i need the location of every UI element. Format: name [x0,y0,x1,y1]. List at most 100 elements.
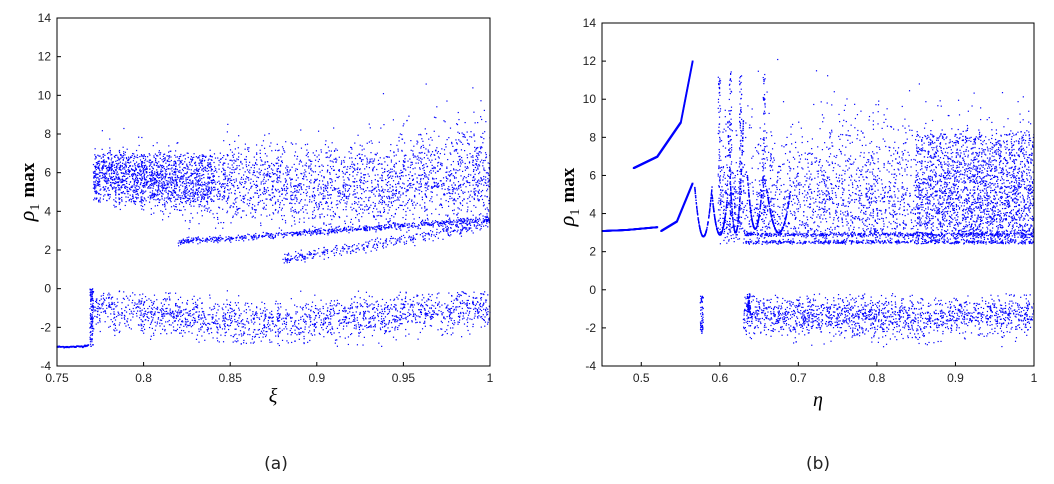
data-point [397,148,399,150]
data-point [229,159,231,161]
data-point [342,172,344,174]
data-point [163,204,165,206]
data-point [422,165,424,167]
data-point [252,203,254,206]
data-point [323,258,325,260]
data-point [99,185,101,187]
data-point [424,207,426,209]
data-point [111,164,113,167]
data-point [333,248,335,250]
data-point [399,228,401,230]
data-point [188,241,191,243]
data-point [241,235,243,237]
data-point [209,236,211,238]
data-point [296,174,298,176]
data-point [351,203,353,205]
data-point [295,179,297,181]
data-point [153,155,155,157]
data-point [302,206,304,208]
data-point [339,250,342,252]
data-point [440,222,442,225]
data-point [256,164,258,166]
data-point [312,152,314,154]
data-point [366,228,368,230]
data-point [307,156,309,158]
data-point [222,208,224,210]
data-point [243,195,245,197]
data-point [285,189,287,192]
data-point [168,163,170,165]
data-point [392,119,394,121]
data-point [90,324,92,326]
data-point [456,219,458,221]
data-point [290,179,292,181]
data-point [383,124,385,126]
data-point [459,165,461,167]
data-point [488,166,490,169]
data-point [277,156,279,158]
data-point [170,181,172,183]
data-point [91,309,93,312]
data-point [146,156,149,158]
data-point [147,181,149,184]
data-point [177,242,179,244]
data-point [439,221,441,224]
data-point [110,185,113,187]
data-point [375,231,377,233]
data-point [451,223,453,225]
data-point [372,211,374,213]
data-point [284,222,287,224]
data-point [238,239,240,242]
data-point [178,203,181,205]
data-point [269,235,272,237]
data-point [318,228,320,230]
data-point [105,186,107,188]
data-point [384,224,386,226]
data-point [234,168,237,170]
data-point [431,221,433,224]
data-point [296,197,298,199]
data-point [115,189,117,191]
data-point [476,160,478,162]
data-point [314,171,317,173]
data-point [185,202,187,204]
data-point [343,187,345,189]
data-point [388,196,391,198]
data-point [130,198,132,200]
data-point [177,194,179,196]
data-point [295,212,298,214]
data-point [122,159,124,161]
data-point [427,157,429,159]
data-point [268,164,270,167]
data-point [191,239,193,242]
data-point [229,239,231,241]
data-point [206,189,209,192]
data-point [463,136,465,138]
data-point [218,180,220,182]
data-point [414,167,416,169]
data-point [458,139,460,141]
data-point [467,209,469,211]
data-point [324,184,326,186]
data-point [343,228,345,231]
data-point [107,194,109,196]
data-point [109,193,111,196]
data-point [397,182,399,185]
data-point [175,198,177,200]
data-point [332,215,334,217]
data-point [194,169,196,171]
data-point [181,192,183,194]
data-point [108,198,110,200]
data-point [144,168,147,170]
data-point [348,187,350,190]
data-point [232,216,234,219]
data-point [205,193,207,195]
data-point [169,173,171,175]
data-point [196,239,198,241]
data-point [263,190,265,192]
data-point [185,240,187,242]
data-point [135,161,138,163]
data-point [139,170,142,172]
data-point [275,162,277,164]
data-point [154,193,156,195]
